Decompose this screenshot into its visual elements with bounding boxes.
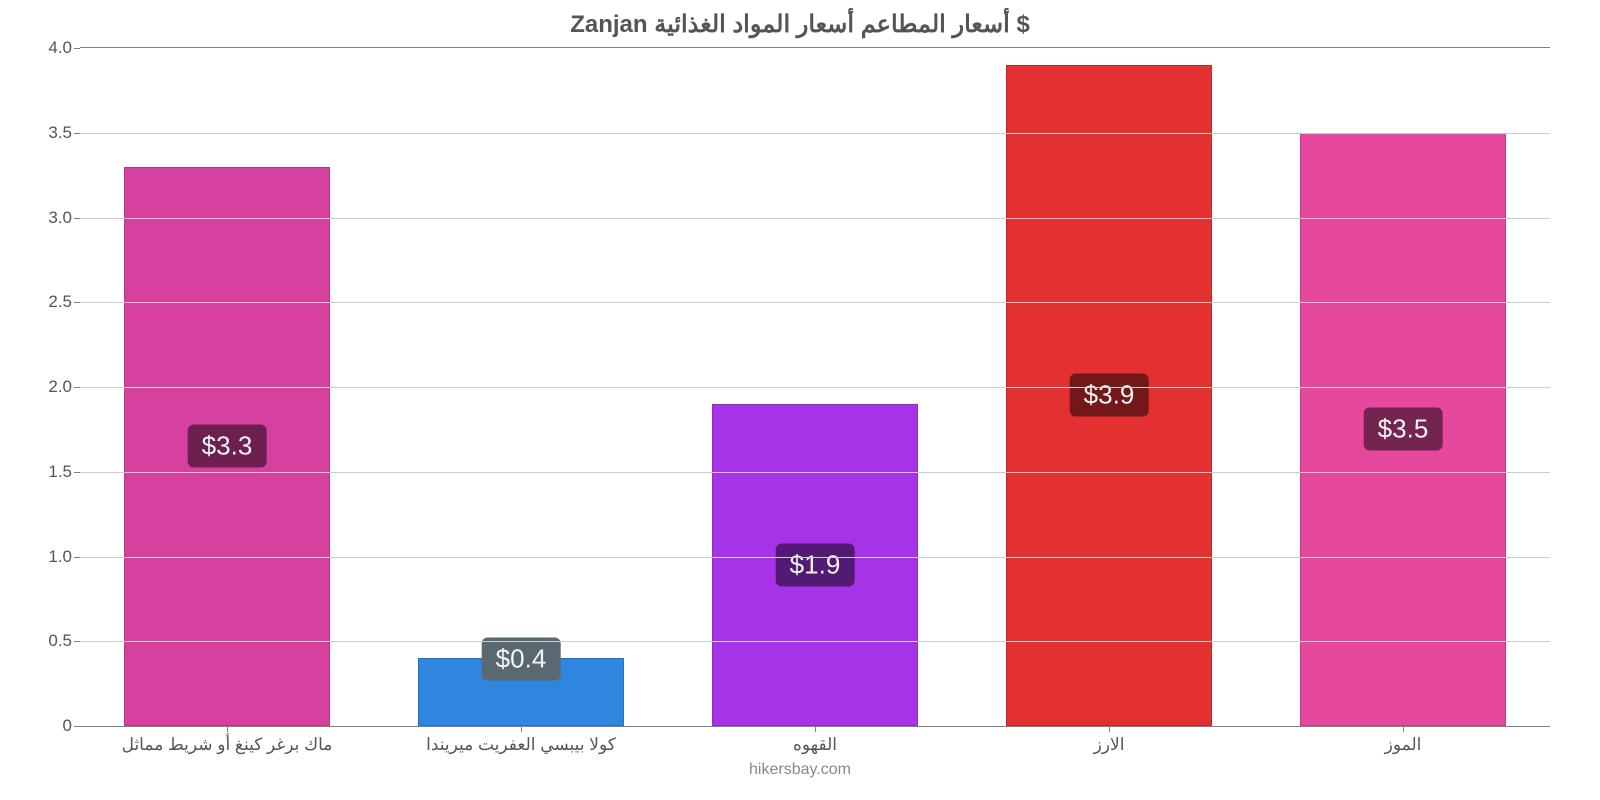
y-tick-label: 0.5 bbox=[32, 631, 72, 651]
value-badge: $3.5 bbox=[1364, 408, 1443, 451]
gridline bbox=[80, 641, 1550, 642]
chart-bar: $0.4 bbox=[418, 658, 624, 726]
y-tick-mark bbox=[74, 472, 80, 473]
value-badge: $1.9 bbox=[776, 543, 855, 586]
y-tick-mark bbox=[74, 387, 80, 388]
y-tick-mark bbox=[74, 133, 80, 134]
plot-area: $3.3$0.4$1.9$3.9$3.5 00.51.01.52.02.53.0… bbox=[80, 47, 1550, 727]
chart-footer: hikersbay.com bbox=[30, 761, 1570, 779]
x-axis-label: الارز bbox=[962, 735, 1256, 755]
y-tick-label: 3.0 bbox=[32, 208, 72, 228]
chart-bar: $3.5 bbox=[1300, 133, 1506, 726]
x-tick-mark bbox=[521, 726, 522, 732]
value-badge: $3.9 bbox=[1070, 374, 1149, 417]
x-tick-mark bbox=[1109, 726, 1110, 732]
x-axis-label: كولا بيبسي العفريت ميريندا bbox=[374, 735, 668, 755]
y-tick-mark bbox=[74, 557, 80, 558]
x-tick-mark bbox=[815, 726, 816, 732]
chart-bar: $1.9 bbox=[712, 404, 918, 726]
y-tick-label: 2.5 bbox=[32, 292, 72, 312]
gridline bbox=[80, 472, 1550, 473]
y-tick-mark bbox=[74, 726, 80, 727]
y-tick-mark bbox=[74, 641, 80, 642]
x-axis-label: الموز bbox=[1256, 735, 1550, 755]
value-badge: $3.3 bbox=[188, 425, 267, 468]
gridline bbox=[80, 133, 1550, 134]
y-tick-label: 1.5 bbox=[32, 462, 72, 482]
y-tick-label: 1.0 bbox=[32, 547, 72, 567]
x-axis-label: ماك برغر كينغ أو شريط مماثل bbox=[80, 735, 374, 755]
y-tick-label: 3.5 bbox=[32, 123, 72, 143]
y-tick-label: 0 bbox=[32, 716, 72, 736]
gridline bbox=[80, 387, 1550, 388]
y-tick-mark bbox=[74, 302, 80, 303]
gridline bbox=[80, 218, 1550, 219]
chart-bar: $3.9 bbox=[1006, 65, 1212, 726]
y-tick-mark bbox=[74, 48, 80, 49]
chart-container: $ أسعار المطاعم أسعار المواد الغذائية Za… bbox=[30, 10, 1570, 780]
value-badge: $0.4 bbox=[482, 638, 561, 681]
x-axis-labels: ماك برغر كينغ أو شريط مماثلكولا بيبسي ال… bbox=[80, 735, 1550, 755]
chart-title: $ أسعار المطاعم أسعار المواد الغذائية Za… bbox=[30, 10, 1570, 39]
gridline bbox=[80, 302, 1550, 303]
y-tick-label: 2.0 bbox=[32, 377, 72, 397]
y-tick-mark bbox=[74, 218, 80, 219]
y-tick-label: 4.0 bbox=[32, 38, 72, 58]
x-axis-label: القهوه bbox=[668, 735, 962, 755]
x-tick-mark bbox=[227, 726, 228, 732]
x-tick-mark bbox=[1403, 726, 1404, 732]
gridline bbox=[80, 557, 1550, 558]
